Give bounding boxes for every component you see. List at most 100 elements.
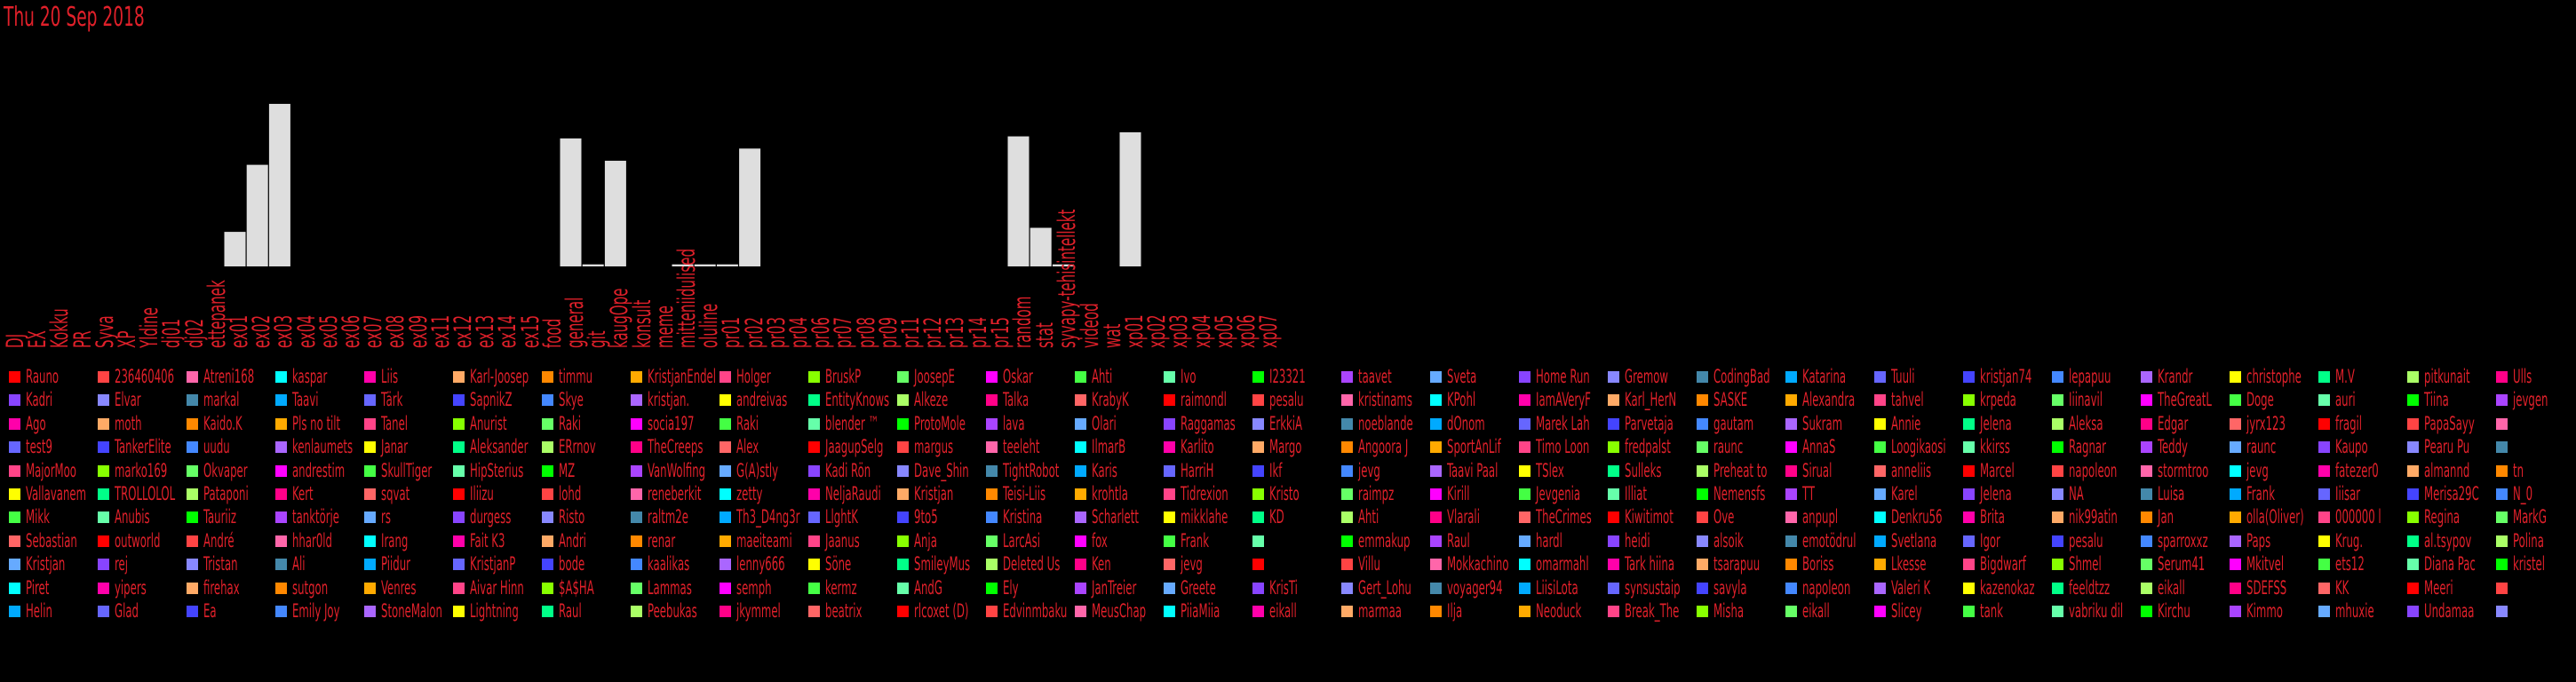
- legend-entry: fatezer0: [2318, 458, 2411, 481]
- legend-entry: voyager94: [1430, 575, 1523, 599]
- legend-swatch: [808, 464, 820, 477]
- legend-swatch: [1519, 535, 1530, 547]
- legend-entry: Taavi: [275, 387, 368, 410]
- legend-entry: markal: [187, 387, 279, 410]
- legend-entry: eikall: [1785, 599, 1878, 622]
- legend-swatch: [275, 417, 287, 430]
- legend-entry: zetty: [720, 481, 812, 504]
- legend-entry: Kiwitimot: [1608, 504, 1700, 527]
- legend-entry: Venres: [364, 575, 457, 599]
- legend-username: MeusChap: [1092, 600, 1147, 622]
- legend-swatch: [2052, 394, 2063, 407]
- legend-swatch: [631, 488, 642, 500]
- legend-swatch: [1608, 441, 1619, 454]
- legend-swatch: [1341, 394, 1353, 407]
- legend-username: feeldtzz: [2069, 576, 2111, 599]
- legend-username: raimondl: [1181, 389, 1227, 411]
- legend-username: Kert: [292, 483, 314, 504]
- legend-entry: Anurist: [453, 411, 545, 434]
- legend-swatch: [1341, 535, 1353, 547]
- legend-swatch: [1430, 559, 1442, 571]
- legend-swatch: [1785, 559, 1797, 571]
- legend-username: M.V: [2335, 366, 2355, 387]
- legend-username: Ago: [26, 412, 46, 434]
- legend-username: Söne: [825, 553, 852, 575]
- legend-username: al.tsypov: [2424, 529, 2472, 551]
- legend-username: Nemensfs: [1713, 483, 1766, 504]
- legend-swatch: [1874, 559, 1886, 571]
- legend-swatch: [1075, 441, 1086, 454]
- legend-swatch: [275, 488, 287, 500]
- legend-username: Pearu Pu: [2424, 436, 2470, 458]
- legend-entry: jevgen: [2496, 387, 2576, 410]
- legend-username: pesalu: [1269, 389, 1304, 411]
- legend-username: MajorMoo: [26, 459, 76, 481]
- legend-entry: Karl-Joosep: [453, 364, 545, 387]
- legend-swatch: [2052, 559, 2063, 571]
- bar-kaugOpe: [604, 161, 626, 266]
- legend-entry: Risto: [542, 504, 634, 527]
- legend-swatch: [1519, 417, 1530, 430]
- legend-swatch: [986, 464, 998, 477]
- legend-username: olla(Oliver): [2246, 506, 2304, 528]
- legend-swatch: [2230, 371, 2241, 383]
- legend-username: Kristo: [1269, 483, 1300, 504]
- legend-swatch: [986, 371, 998, 383]
- legend-swatch: [1519, 464, 1530, 477]
- legend-swatch: [1697, 559, 1708, 571]
- legend-entry: N_0: [2496, 481, 2576, 504]
- legend-entry: beatrix: [808, 599, 901, 622]
- legend-entry: andrestim: [275, 458, 368, 481]
- legend-username: Ove: [1713, 506, 1735, 528]
- legend-username: Janar: [381, 436, 409, 458]
- legend-entry: Tauriiz: [187, 504, 279, 527]
- legend-swatch: [2496, 441, 2508, 454]
- legend-username: KrabyK: [1092, 389, 1129, 411]
- legend-entry: G(A)stly: [720, 458, 812, 481]
- legend-entry: Okvaper: [187, 458, 279, 481]
- legend-username: Break_The: [1625, 600, 1680, 622]
- legend-swatch: [986, 441, 998, 454]
- legend-entry: Krug.: [2318, 528, 2411, 551]
- legend-entry: Olari: [1075, 411, 1167, 434]
- legend-swatch: [453, 441, 465, 454]
- legend-swatch: [2141, 488, 2152, 500]
- legend-username: Timo Loon: [1536, 436, 1590, 458]
- legend-entry: Diana Pac: [2407, 551, 2500, 575]
- legend-username: SportAnLif: [1447, 436, 1501, 458]
- legend-username: Ahti: [1092, 366, 1113, 387]
- legend-swatch: [1519, 559, 1530, 571]
- legend-username: Kadri: [26, 389, 53, 411]
- legend-swatch: [275, 512, 287, 524]
- legend-entry: Luisa: [2141, 481, 2233, 504]
- legend-username: Sirual: [1802, 459, 1833, 481]
- legend-entry: Vlarali: [1430, 504, 1523, 527]
- legend-username: Alkeze: [914, 389, 949, 411]
- legend-username: G(A)stly: [736, 459, 779, 481]
- legend-username: EntityKnows: [825, 389, 890, 411]
- legend-username: Liis: [381, 366, 399, 387]
- legend-swatch: [1697, 394, 1708, 407]
- legend-entry: AnnaS: [1785, 434, 1878, 457]
- legend-swatch: [1697, 417, 1708, 430]
- legend-swatch: [897, 582, 909, 594]
- legend-swatch: [986, 559, 998, 571]
- legend-entry: Rauno: [9, 364, 101, 387]
- legend-username: Scharlett: [1092, 506, 1139, 528]
- legend-swatch: [1164, 488, 1175, 500]
- legend-username: Krug.: [2335, 529, 2364, 551]
- legend-entry: kermz: [808, 575, 901, 599]
- legend-entry: Lkesse: [1874, 551, 1967, 575]
- legend-entry: Janar: [364, 434, 457, 457]
- legend-swatch: [1874, 582, 1886, 594]
- legend-entry: Kirill: [1430, 481, 1523, 504]
- legend-swatch: [1785, 512, 1797, 524]
- legend-entry: Tark hiina: [1608, 551, 1700, 575]
- legend-username: hhar0ld: [292, 529, 332, 551]
- legend-username: rej: [115, 553, 128, 575]
- legend-entry: Piret: [9, 575, 101, 599]
- legend-swatch: [1874, 464, 1886, 477]
- legend-username: Greete: [1181, 576, 1216, 599]
- legend-swatch: [2407, 559, 2419, 571]
- legend-swatch: [720, 559, 731, 571]
